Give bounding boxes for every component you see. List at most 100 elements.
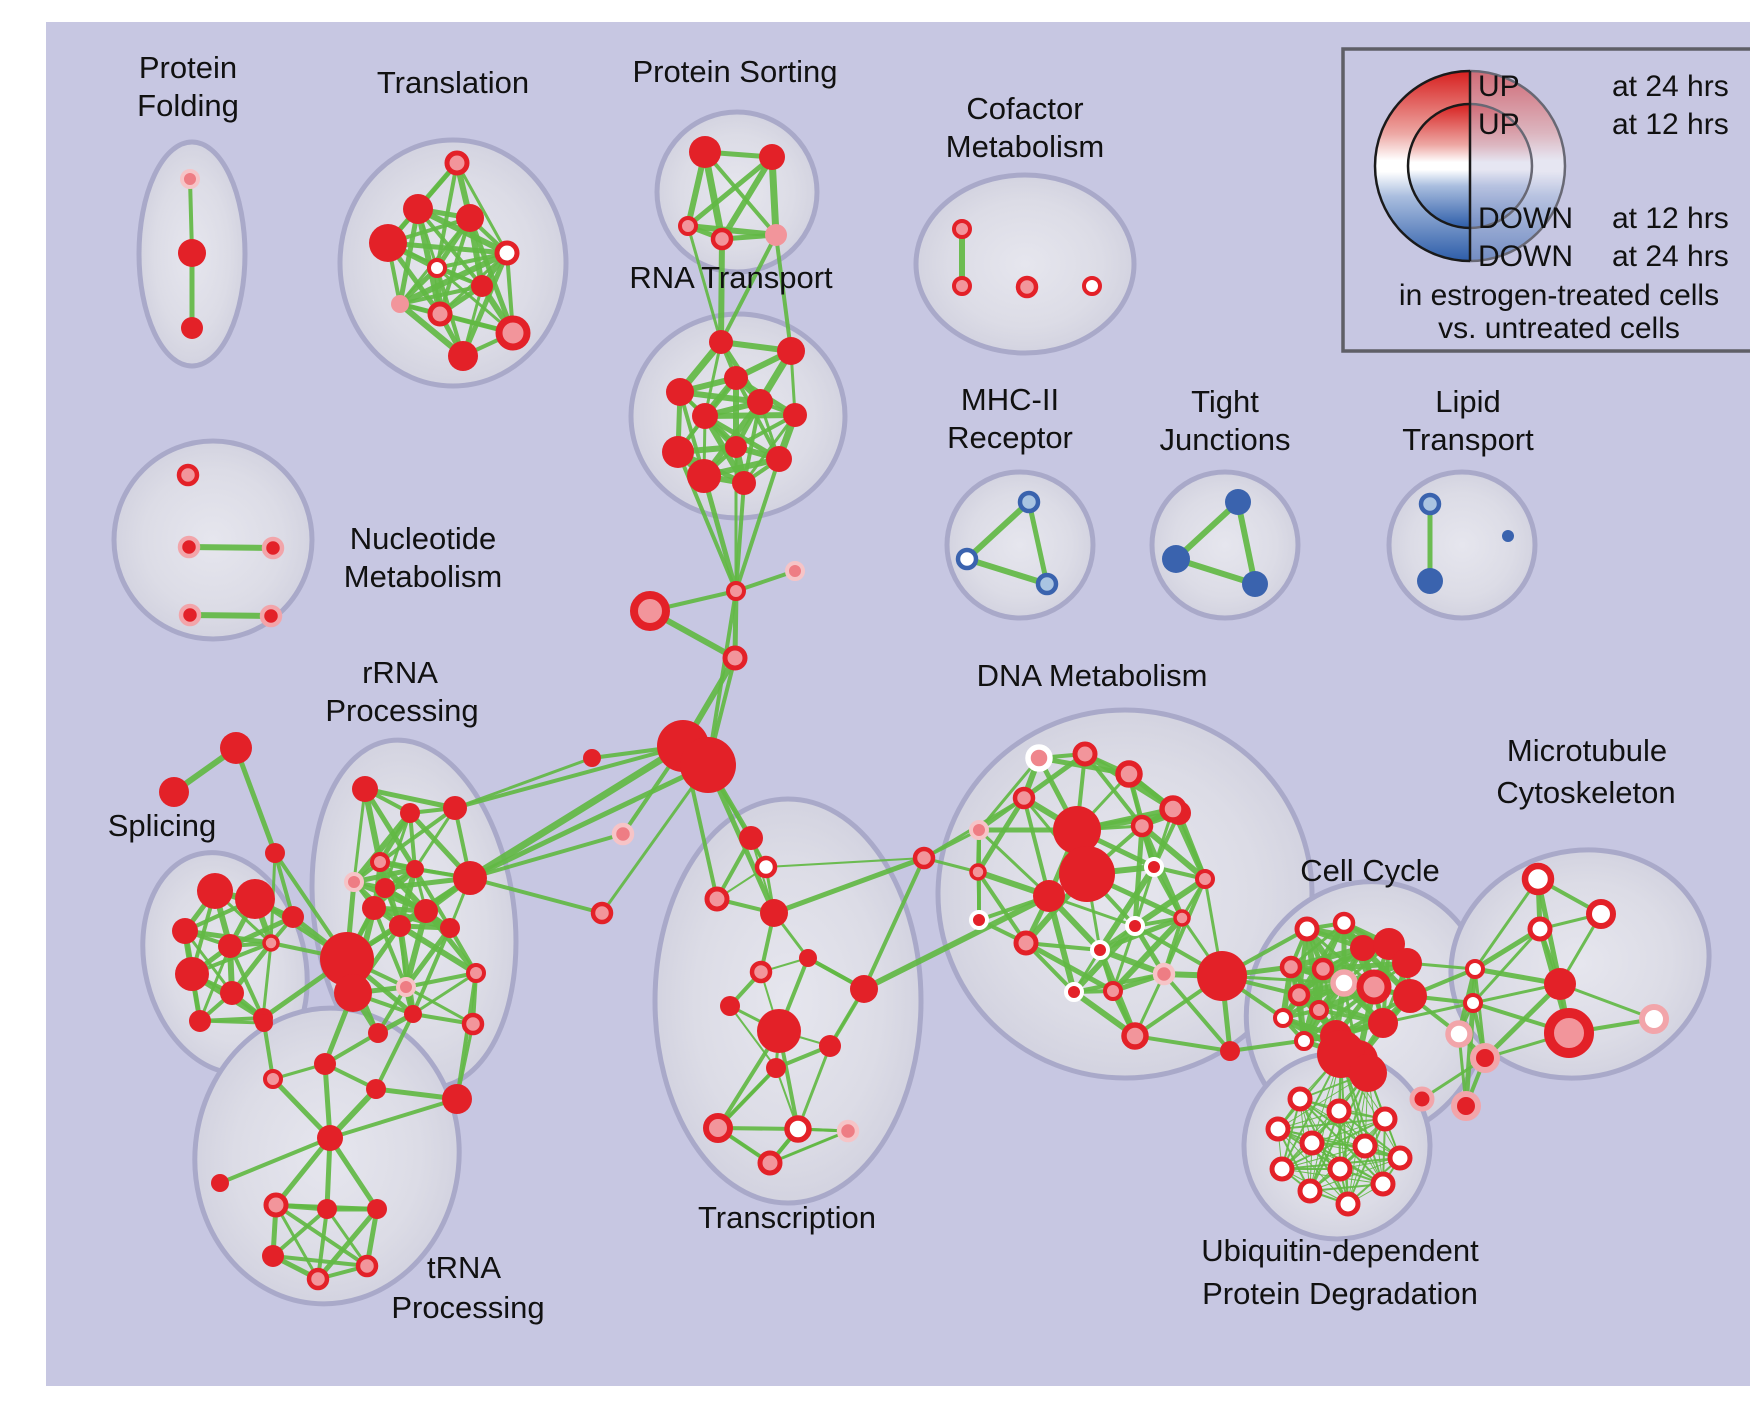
network-edge: [1110, 915, 1185, 994]
network-node: [176, 463, 200, 487]
network-node: [725, 436, 747, 458]
network-node: [952, 276, 972, 296]
network-node: [689, 136, 721, 168]
network-node: [799, 949, 817, 967]
network-edge: [1139, 823, 1208, 882]
network-node: [969, 863, 987, 881]
network-node: [1103, 981, 1123, 1001]
network-node: [320, 932, 374, 986]
network-edge: [453, 756, 594, 810]
network-node: [1273, 1008, 1293, 1028]
network-edge: [1132, 823, 1145, 929]
network-node: [1417, 568, 1443, 594]
network-edge: [964, 556, 1050, 587]
network-edge: [964, 499, 1032, 562]
network-edge: [702, 412, 798, 419]
cluster-label-cell-cycle: Cell Cycle: [1300, 853, 1440, 888]
network-node: [757, 1009, 801, 1053]
network-edge: [1463, 1000, 1476, 1109]
network-node: [1197, 951, 1247, 1001]
network-node: [362, 896, 386, 920]
network-node: [1445, 1020, 1473, 1048]
network-edge: [274, 1203, 320, 1281]
network-node: [1387, 1145, 1413, 1171]
cluster-ellipse-nucleotide-metabolism: [111, 438, 315, 642]
network-edge: [1471, 927, 1542, 1005]
network-edge: [362, 786, 418, 872]
network-node: [175, 957, 209, 991]
network-node: [662, 436, 694, 468]
network-node: [1064, 982, 1084, 1002]
network-node: [400, 803, 420, 823]
network-edge: [718, 236, 725, 345]
network-node: [754, 855, 778, 879]
network-node: [1220, 1041, 1240, 1061]
network-node: [1544, 1008, 1594, 1058]
network-edge: [325, 1207, 369, 1268]
network-node: [1327, 1156, 1353, 1182]
network-node: [369, 224, 407, 262]
network-node: [1242, 571, 1268, 597]
network-node: [1287, 983, 1311, 1007]
network-node: [590, 901, 614, 925]
network-edge: [403, 908, 429, 990]
network-edge: [1023, 940, 1116, 994]
cluster-label-cofactor-metabolism: Cofactor: [966, 91, 1083, 126]
network-node: [765, 224, 787, 246]
network-node: [1225, 489, 1251, 515]
nodes-layer: [159, 136, 1669, 1291]
network-node: [1144, 857, 1164, 877]
network-edge: [1228, 1034, 1338, 1053]
network-node: [666, 378, 694, 406]
network-node: [726, 581, 746, 601]
network-node: [456, 204, 484, 232]
network-node: [766, 446, 792, 472]
network-node: [1033, 880, 1065, 912]
network-node: [461, 1012, 485, 1036]
network-node: [317, 1125, 343, 1151]
network-node: [406, 860, 424, 878]
network-edge: [273, 1135, 333, 1208]
legend-caption: in estrogen-treated cells: [1399, 279, 1719, 312]
network-node: [235, 879, 275, 919]
network-edge: [703, 150, 778, 237]
network-edge: [1381, 1001, 1475, 1025]
network-node: [1350, 935, 1376, 961]
network-node: [404, 1005, 422, 1023]
network-node: [178, 603, 202, 627]
network-edge: [861, 893, 1052, 992]
network-node: [785, 561, 805, 581]
network-node: [1502, 530, 1514, 542]
network-node: [1265, 1116, 1291, 1142]
cluster-label-lipid-transport: Lipid: [1435, 384, 1501, 419]
network-node: [282, 906, 304, 928]
network-edge: [1235, 499, 1258, 587]
network-node: [1352, 1133, 1378, 1159]
network-edge: [1281, 1072, 1369, 1170]
network-edge: [1162, 972, 1232, 1053]
network-node: [747, 389, 773, 415]
network-node: [1393, 979, 1427, 1013]
network-edge: [468, 832, 625, 880]
cluster-label-translation: Translation: [377, 65, 529, 100]
network-node: [389, 915, 411, 937]
network-node: [1463, 993, 1483, 1013]
network-edge: [351, 810, 413, 885]
network-edge: [1046, 893, 1077, 995]
network-figure: Protein Folding Translation Protein Sorting…: [40, 16, 1750, 1392]
network-node: [1025, 744, 1053, 772]
network-edge: [1558, 982, 1656, 1021]
network-edge: [1026, 499, 1050, 587]
network-node: [1544, 968, 1576, 1000]
network-node: [1115, 760, 1143, 788]
network-node: [1012, 786, 1036, 810]
network-node: [262, 934, 280, 952]
network-node: [1332, 911, 1356, 935]
network-node: [687, 459, 721, 493]
network-node: [732, 471, 756, 495]
network-edge: [413, 867, 452, 930]
network-node: [355, 1254, 379, 1278]
network-edge: [796, 1044, 832, 1131]
network-edge: [729, 1005, 777, 1069]
network-edge: [398, 284, 484, 306]
